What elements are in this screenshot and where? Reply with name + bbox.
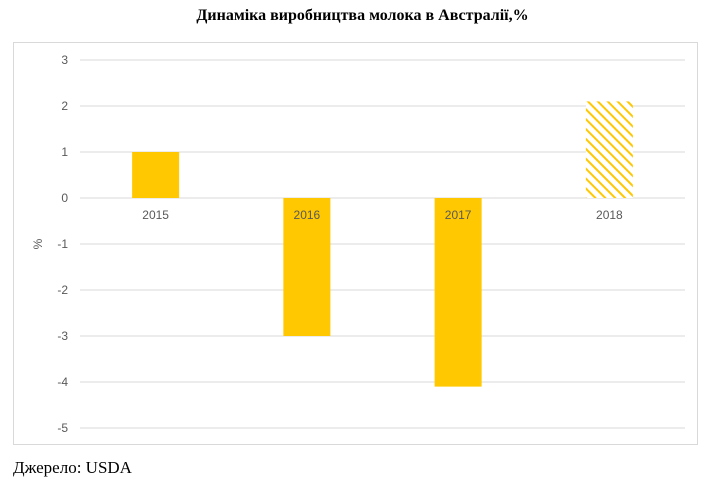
y-tick-label: 2 — [61, 99, 68, 113]
bars — [132, 101, 633, 387]
y-tick-label: -2 — [57, 283, 68, 297]
y-tick-label: -5 — [57, 421, 68, 435]
x-tick-label: 2017 — [445, 208, 472, 222]
y-axis-label: % — [31, 238, 45, 249]
y-tick-label: 0 — [61, 191, 68, 205]
x-tick-label: 2015 — [142, 208, 169, 222]
bar-2016 — [283, 198, 331, 336]
y-tick-label: -4 — [57, 375, 68, 389]
y-tick-label: -1 — [57, 237, 68, 251]
source-note: Джерело: USDA — [13, 458, 132, 477]
y-tick-label: -3 — [57, 329, 68, 343]
bar-2017 — [434, 198, 482, 387]
chart-frame — [13, 42, 698, 445]
x-tick-label: 2018 — [596, 208, 623, 222]
y-tick-label: 3 — [61, 53, 68, 67]
x-tick-label: 2016 — [294, 208, 321, 222]
y-tick-label: 1 — [61, 145, 68, 159]
bar-2018 — [585, 101, 633, 198]
labels: 3 2 1 0 -1 -2 -3 -4 -5 2015 2016 2017 2018 — [57, 53, 623, 435]
bar-2015 — [132, 152, 180, 198]
gridlines — [80, 59, 685, 429]
chart-title: Динаміка виробництва молока в Австралії,… — [196, 7, 529, 24]
